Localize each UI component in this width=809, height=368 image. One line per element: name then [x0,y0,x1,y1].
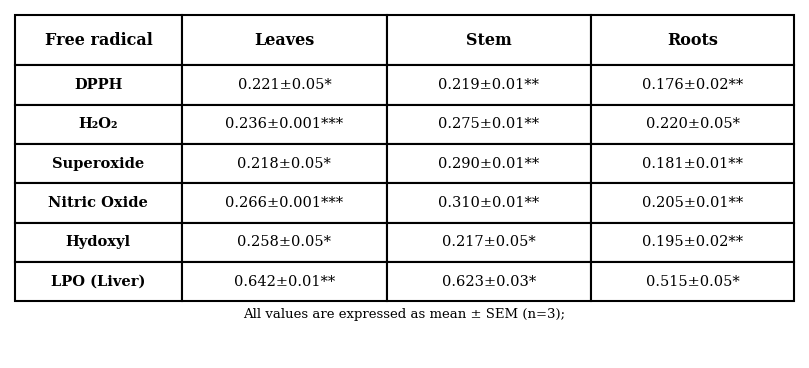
Text: 0.195±0.02**: 0.195±0.02** [642,235,743,250]
Bar [15,183,182,223]
Bar [591,65,794,105]
Bar [387,183,591,223]
Text: 0.176±0.02**: 0.176±0.02** [642,78,743,92]
Text: 0.219±0.01**: 0.219±0.01** [438,78,540,92]
Bar [182,105,387,144]
Text: 0.515±0.05*: 0.515±0.05* [646,275,739,289]
Text: LPO (Liver): LPO (Liver) [51,275,146,289]
Bar [182,183,387,223]
Bar [387,223,591,262]
Text: 0.217±0.05*: 0.217±0.05* [442,235,536,250]
Text: 0.266±0.001***: 0.266±0.001*** [226,196,344,210]
Text: Stem: Stem [466,32,511,49]
Text: Roots: Roots [667,32,718,49]
Bar [387,65,591,105]
Bar [15,105,182,144]
Text: 0.205±0.01**: 0.205±0.01** [642,196,743,210]
Bar [15,144,182,183]
Text: Superoxide: Superoxide [53,156,145,171]
Text: Free radical: Free radical [44,32,152,49]
Text: H₂O₂: H₂O₂ [78,117,118,131]
Text: 0.642±0.01**: 0.642±0.01** [234,275,335,289]
Text: 0.290±0.01**: 0.290±0.01** [438,156,540,171]
Bar [15,223,182,262]
Bar [182,144,387,183]
Text: 0.275±0.01**: 0.275±0.01** [438,117,540,131]
Bar [15,65,182,105]
Bar [387,262,591,301]
Bar [387,15,591,65]
Bar [15,262,182,301]
Text: 0.181±0.01**: 0.181±0.01** [642,156,743,171]
Bar [15,15,182,65]
Text: 0.218±0.05*: 0.218±0.05* [238,156,332,171]
Bar [387,105,591,144]
Text: 0.220±0.05*: 0.220±0.05* [646,117,739,131]
Text: 0.236±0.001***: 0.236±0.001*** [226,117,344,131]
Text: 0.258±0.05*: 0.258±0.05* [237,235,332,250]
Bar [591,262,794,301]
Text: 0.221±0.05*: 0.221±0.05* [238,78,331,92]
Bar [387,144,591,183]
Text: All values are expressed as mean ± SEM (n=3);: All values are expressed as mean ± SEM (… [244,308,565,321]
Bar [182,15,387,65]
Bar [591,223,794,262]
Bar [591,144,794,183]
Text: DPPH: DPPH [74,78,123,92]
Text: Leaves: Leaves [254,32,315,49]
Text: Hydoxyl: Hydoxyl [66,235,131,250]
Bar [591,15,794,65]
Bar [182,262,387,301]
Bar [591,183,794,223]
Text: Nitric Oxide: Nitric Oxide [49,196,148,210]
Bar [182,65,387,105]
Bar [591,105,794,144]
Text: 0.310±0.01**: 0.310±0.01** [438,196,540,210]
Bar [182,223,387,262]
Text: 0.623±0.03*: 0.623±0.03* [442,275,536,289]
